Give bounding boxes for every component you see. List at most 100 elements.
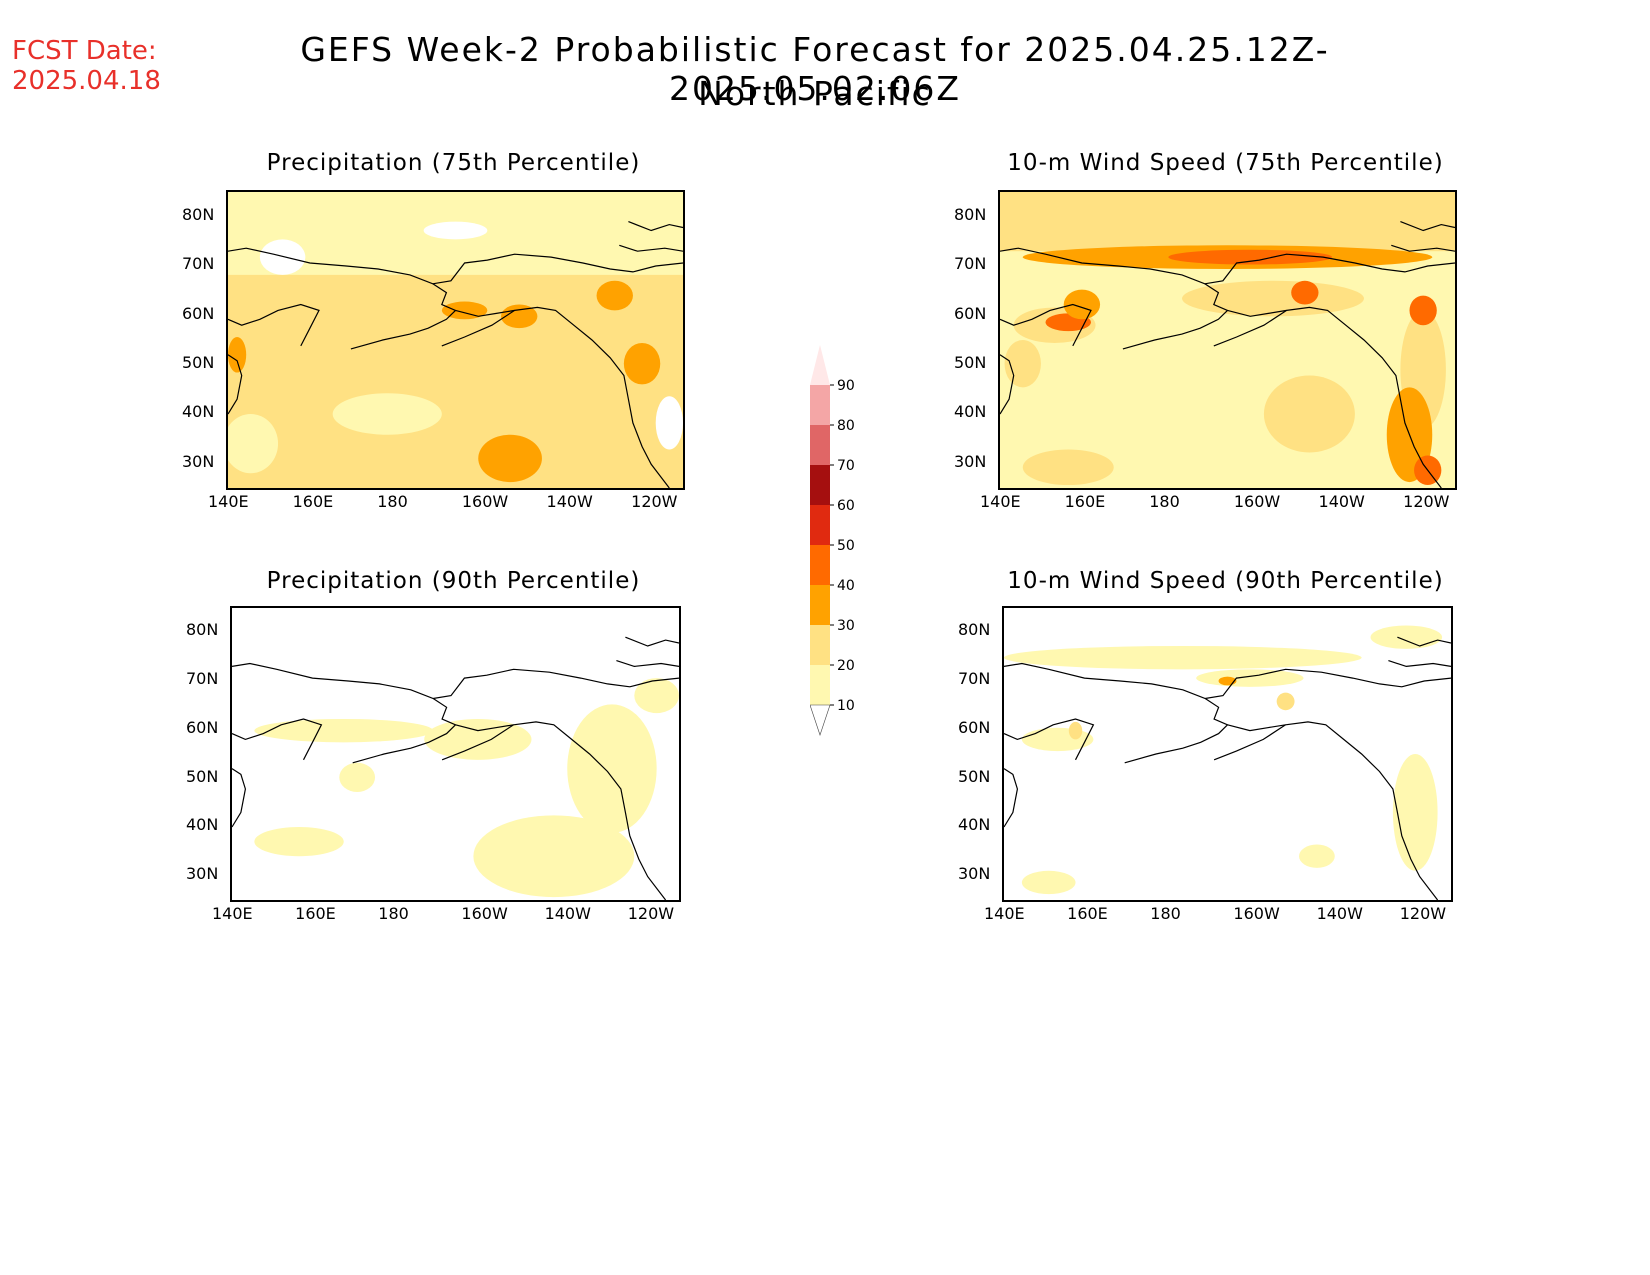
coastline: [455, 306, 670, 488]
colorbar-label: 50: [837, 538, 855, 554]
colorbar-label: 30: [837, 618, 855, 634]
probability-contour: [1021, 727, 1094, 752]
lat-tick-label: 50N: [954, 352, 987, 372]
map-panel: [998, 190, 1457, 490]
lat-tick-label: 60N: [182, 303, 215, 323]
lat-tick-label: 70N: [958, 669, 991, 689]
probability-contour: [441, 301, 488, 320]
main-title: GEFS Week-2 Probabilistic Forecast for 2…: [300, 30, 1330, 108]
probability-contour: [1022, 449, 1114, 486]
lon-tick-label: 160E: [295, 904, 336, 923]
lon-tick-label: 160W: [461, 904, 508, 923]
lon-tick-label: 120W: [627, 904, 675, 923]
panel-title: Precipitation (90th Percentile): [266, 568, 641, 594]
coastline: [1213, 309, 1287, 347]
lon-tick-label: 140E: [212, 904, 253, 923]
colorbar-label: 80: [837, 418, 855, 434]
coastline: [228, 247, 683, 285]
colorbar-bottom-triangle: [809, 704, 831, 736]
lon-tick-label: 180: [1149, 492, 1180, 511]
lon-tick-label: 180: [1150, 904, 1181, 923]
coastline: [1227, 721, 1439, 900]
lon-tick-label: 180: [378, 904, 409, 923]
lat-tick-label: 40N: [954, 402, 987, 422]
map-svg: [1004, 625, 1451, 900]
lon-tick-label: 180: [377, 492, 408, 511]
coastline: [1004, 768, 1019, 828]
forecast-date-label: FCST Date: 2025.04.18: [12, 36, 161, 96]
coastline: [1213, 724, 1286, 761]
probability-contour: [1063, 289, 1101, 320]
coastline: [628, 221, 683, 232]
coastline: [232, 768, 247, 828]
lon-tick-label: 160W: [1233, 492, 1281, 511]
lon-tick-label: 140W: [1316, 904, 1363, 923]
lat-tick-label: 60N: [954, 303, 987, 323]
colorbar-segment: [810, 545, 830, 585]
lat-tick-label: 40N: [182, 402, 215, 422]
probability-contour: [567, 704, 657, 833]
fcst-label: FCST Date:: [12, 36, 157, 66]
lat-tick-label: 30N: [186, 864, 219, 884]
colorbar-segment: [810, 385, 830, 425]
probability-contour: [1263, 375, 1355, 453]
colorbar-segment: [810, 585, 830, 625]
colorbar-label: 90: [837, 378, 855, 394]
lat-tick-label: 30N: [182, 451, 215, 471]
lon-tick-label: 140E: [984, 904, 1025, 923]
probability-contour: [655, 396, 683, 450]
probability-contour: [1004, 645, 1362, 670]
lat-tick-label: 50N: [958, 766, 991, 786]
lat-tick-label: 70N: [954, 254, 987, 274]
coastline: [1122, 283, 1229, 350]
probability-contour: [1068, 721, 1083, 740]
coastline: [1124, 697, 1229, 764]
lat-tick-label: 60N: [958, 717, 991, 737]
lat-tick-label: 30N: [958, 864, 991, 884]
lon-tick-label: 120W: [1403, 492, 1450, 511]
probability-contour: [259, 239, 306, 275]
lon-tick-label: 140W: [544, 904, 591, 923]
probability-contour: [1370, 625, 1443, 649]
coastline: [1000, 354, 1015, 415]
coastline: [1004, 718, 1095, 761]
north-shade: [1000, 192, 1455, 252]
colorbar-label: 70: [837, 458, 855, 474]
probability-contour: [254, 827, 344, 857]
coastline: [1004, 662, 1451, 700]
map-svg: [232, 636, 679, 900]
lat-tick-label: 40N: [958, 815, 991, 835]
map-panel: [1002, 606, 1453, 902]
probability-contour: [1196, 669, 1304, 687]
coastline: [1400, 221, 1455, 232]
probability-contour: [339, 762, 376, 792]
lat-tick-label: 30N: [954, 451, 987, 471]
coastline: [352, 697, 457, 764]
colorbar: 90 80 70 60 50 40 30 20 10: [809, 335, 890, 749]
map-panel: [226, 190, 685, 490]
probability-contour: [1021, 870, 1076, 895]
colorbar-segment: [810, 465, 830, 505]
lat-tick-label: 80N: [182, 204, 215, 224]
probability-contour: [332, 393, 442, 435]
colorbar-svg: 90 80 70 60 50 40 30 20 10: [809, 345, 855, 736]
probability-contour: [423, 221, 488, 240]
probability-contour: [1182, 280, 1364, 317]
lat-tick-label: 80N: [186, 620, 219, 640]
lon-tick-label: 120W: [631, 492, 678, 511]
map-svg: [1000, 192, 1455, 488]
coastline: [441, 309, 515, 347]
colorbar-label: 40: [837, 578, 855, 594]
coastline: [1391, 244, 1455, 252]
coastline: [228, 303, 320, 347]
lon-tick-label: 140W: [1318, 492, 1365, 511]
probability-contour: [228, 337, 247, 373]
coastline: [1000, 247, 1455, 285]
colorbar-segment: [810, 665, 830, 705]
map-svg: [228, 192, 683, 488]
probability-contour: [501, 304, 538, 329]
probability-contour: [623, 342, 661, 385]
lon-tick-label: 160W: [461, 492, 509, 511]
lat-tick-label: 80N: [954, 204, 987, 224]
probability-contour: [596, 280, 633, 311]
